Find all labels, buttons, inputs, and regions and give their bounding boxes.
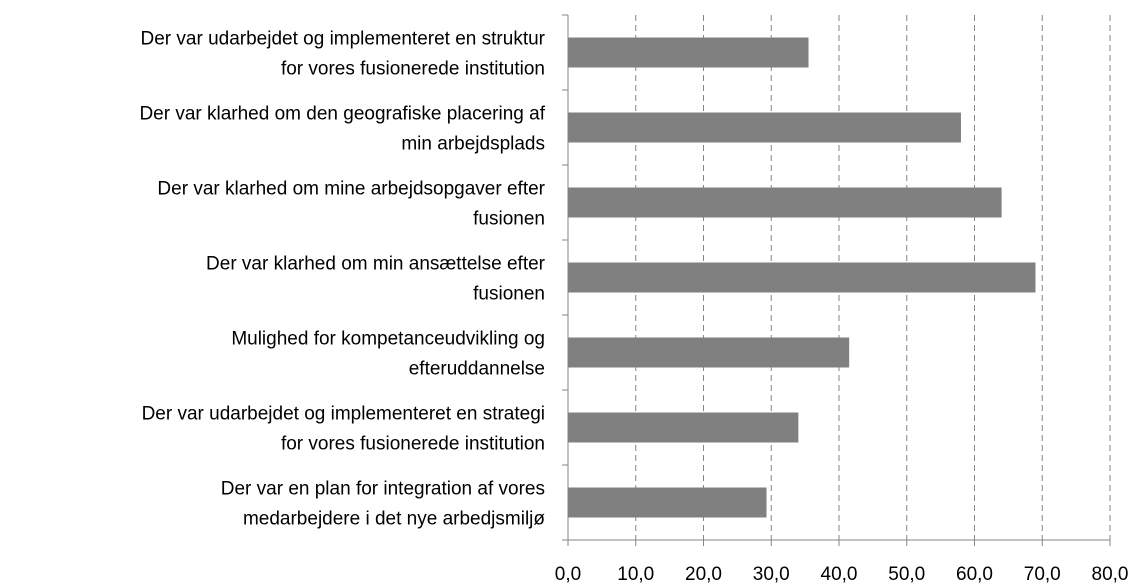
x-tick-label: 30,0 [753, 564, 790, 585]
bar [568, 112, 961, 143]
bar [568, 187, 1002, 218]
y-tick-label: Der var udarbejdet og implementeret en s… [141, 29, 546, 80]
y-tick-label: Der var klarhed om mine arbejdsopgaver e… [157, 179, 545, 230]
y-tick-label: Der var udarbejdet og implementeret en s… [142, 404, 545, 455]
x-tick-label: 80,0 [1092, 564, 1129, 585]
y-tick-label: Der var klarhed om den geografiske place… [139, 104, 545, 155]
y-tick-label: Der var en plan for integration af vores… [221, 479, 546, 530]
y-tick-label: Mulighed for kompetanceudvikling og efter… [231, 329, 545, 380]
bar [568, 487, 767, 518]
x-tick-label: 60,0 [956, 564, 993, 585]
x-tick-label: 0,0 [555, 564, 581, 585]
bar [568, 412, 799, 443]
bar [568, 37, 809, 68]
x-tick-label: 20,0 [685, 564, 722, 585]
x-tick-label: 10,0 [617, 564, 654, 585]
bar [568, 337, 850, 368]
bar [568, 262, 1036, 293]
y-tick-label: Der var klarhed om min ansættelse efter f… [206, 254, 546, 305]
x-tick-label: 40,0 [821, 564, 858, 585]
x-tick-label: 50,0 [888, 564, 925, 585]
x-tick-label: 70,0 [1024, 564, 1061, 585]
